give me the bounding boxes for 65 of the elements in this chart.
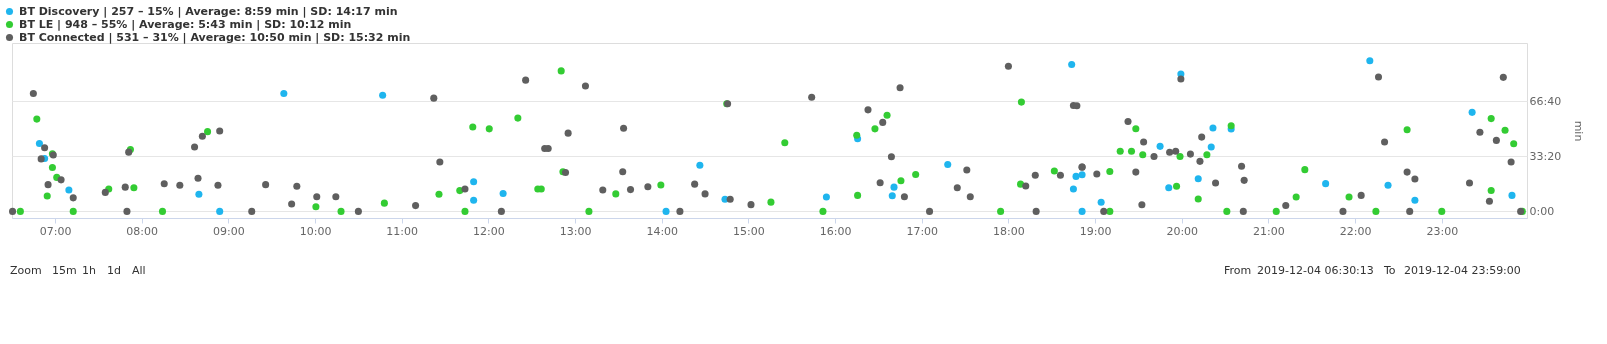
x-tick-label: 10:00 — [299, 224, 332, 238]
point — [1156, 142, 1164, 150]
point — [470, 178, 478, 186]
x-tick-label: 12:00 — [473, 224, 505, 238]
y-tick-label: 33:20 — [1529, 149, 1562, 163]
x-tick-label: 15:00 — [733, 224, 765, 238]
point — [1411, 196, 1419, 204]
point — [822, 193, 830, 201]
point — [1072, 172, 1080, 180]
point — [1468, 108, 1476, 116]
point — [65, 186, 73, 194]
point — [1366, 57, 1374, 65]
x-tick-label: 21:00 — [1253, 224, 1285, 238]
legend-label: BT Discovery | 257 – 15% | Average: 8:59 min | SD: 14:17 min — [19, 4, 398, 18]
point — [1068, 60, 1076, 68]
text: From — [1224, 264, 1252, 277]
text: 2019-12-04 23:59:00 — [1404, 264, 1521, 277]
point — [499, 190, 507, 198]
y-tick-label: 66:40 — [1529, 94, 1562, 108]
x-tick-label: 20:00 — [1166, 224, 1199, 238]
x-tick-label: 08:00 — [126, 224, 159, 238]
x-tick-label: 11:00 — [386, 224, 419, 238]
text: 1d — [107, 264, 121, 277]
x-tick-label: 14:00 — [646, 224, 679, 238]
point — [1322, 180, 1330, 188]
x-tick-label: 19:00 — [1079, 224, 1112, 238]
text: 1h — [82, 264, 96, 277]
point — [470, 196, 478, 204]
point — [1207, 143, 1215, 151]
y-axis-title: min — [1572, 120, 1586, 142]
x-tick-label: 16:00 — [819, 224, 852, 238]
point — [216, 207, 224, 215]
x-tick-label: 23:00 — [1426, 224, 1459, 238]
point — [662, 207, 670, 215]
point — [1078, 207, 1086, 215]
x-tick-label: 13:00 — [559, 224, 592, 238]
x-tick-label: 22:00 — [1339, 224, 1372, 238]
point — [1209, 124, 1217, 132]
legend-label: BT LE | 948 – 55% | Average: 5:43 min | SD: 10:12 min — [19, 17, 352, 31]
point — [1069, 185, 1077, 193]
text: 15m — [52, 264, 77, 277]
point — [1097, 198, 1105, 206]
x-tick-label: 09:00 — [213, 224, 245, 238]
point — [1165, 184, 1173, 192]
point — [890, 183, 898, 191]
point — [195, 190, 203, 198]
point — [1384, 181, 1392, 189]
point — [1508, 191, 1516, 199]
point — [1078, 171, 1086, 179]
legend-label: BT Connected | 531 – 31% | Average: 10:50 min | SD: 15:32 min — [19, 30, 411, 44]
x-tick-label: 07:00 — [39, 224, 72, 238]
point — [888, 192, 896, 200]
point — [944, 160, 952, 169]
text: 2019-12-04 06:30:13 — [1257, 264, 1374, 277]
point — [1194, 175, 1202, 183]
point — [696, 161, 704, 169]
x-tick-label: 17:00 — [906, 224, 939, 238]
point — [379, 91, 387, 99]
y-tick-label: 0:00 — [1529, 204, 1555, 218]
point — [35, 140, 43, 148]
text: Zoom — [10, 264, 42, 277]
text: All — [132, 264, 146, 277]
text: To — [1383, 264, 1396, 277]
point — [280, 89, 288, 98]
x-tick-label: 18:00 — [993, 224, 1025, 238]
